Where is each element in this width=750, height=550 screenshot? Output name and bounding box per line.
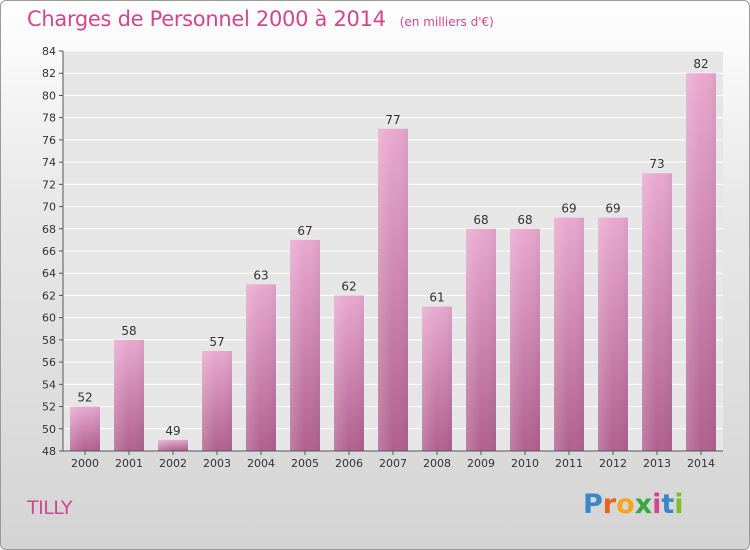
y-tick-label: 84 [42,45,56,58]
x-tick-label: 2003 [203,457,231,470]
proxiti-logo: Proxiti [583,489,684,520]
y-tick-label: 82 [42,67,56,80]
bar-shine [70,406,100,451]
logo-letter: x [634,489,653,520]
bar-shine [554,217,584,451]
bar-shine [510,228,540,451]
bar-shine [114,339,144,451]
y-tick-label: 56 [42,356,56,369]
y-tick-label: 68 [42,223,56,236]
bar-shine [686,73,716,451]
x-tick-label: 2006 [335,457,363,470]
data-label: 67 [297,224,312,238]
y-tick-label: 78 [42,112,56,125]
y-tick-label: 64 [42,267,56,280]
data-label: 77 [385,113,400,127]
y-tick-label: 66 [42,245,56,258]
data-label: 69 [561,202,576,216]
commune-name: TILLY [27,497,72,519]
data-label: 63 [253,268,268,282]
logo-letter: P [583,489,603,520]
bar-shine [202,351,232,451]
bar-shine [642,173,672,451]
y-tick-label: 70 [42,201,56,214]
x-tick-label: 2004 [247,457,275,470]
x-tick-label: 2010 [511,457,539,470]
data-label: 73 [649,157,664,171]
y-tick-label: 50 [42,423,56,436]
y-tick-label: 76 [42,134,56,147]
y-tick-label: 52 [42,401,56,414]
logo-letter: i [674,489,684,520]
y-axis: 48 50 52 54 56 58 60 62 64 66 68 70 72 74 76 78 80 82 84 [42,45,64,458]
data-label: 82 [693,57,708,71]
bar-shine [246,284,276,451]
x-tick-label: 2002 [159,457,187,470]
logo-letter: r [602,489,617,520]
logo-letter: o [616,489,635,520]
bar-shine [290,239,320,451]
bar-shine [158,439,188,451]
x-tick-label: 2005 [291,457,319,470]
x-tick-label: 2000 [71,457,99,470]
bars: 52 58 49 57 63 67 62 77 61 68 68 69 69 73 82 [70,57,716,451]
chart-title: Charges de Personnel 2000 à 2014 [27,7,386,31]
y-tick-label: 54 [42,378,56,391]
bar-shine [466,228,496,451]
x-tick-label: 2009 [467,457,495,470]
x-tick-label: 2001 [115,457,143,470]
y-tick-label: 58 [42,334,56,347]
y-tick-label: 62 [42,289,56,302]
x-tick-label: 2011 [555,457,583,470]
bar-shine [378,128,408,451]
data-label: 49 [165,424,180,438]
chart-unit: (en milliers d'€) [399,15,494,29]
x-tick-label: 2012 [599,457,627,470]
logo-letter: i [652,489,662,520]
y-tick-label: 72 [42,178,56,191]
data-label: 58 [121,324,136,338]
y-tick-label: 60 [42,312,56,325]
bar-shine [334,295,364,451]
y-tick-label: 80 [42,89,56,102]
bar-shine [422,306,452,451]
data-label: 62 [341,279,356,293]
bar-shine [598,217,628,451]
chart-header: Charges de Personnel 2000 à 2014 (en mill… [27,7,494,31]
data-label: 68 [473,213,488,227]
data-label: 61 [429,291,444,305]
x-axis: 2000 2001 2002 2003 2004 2005 2006 2007 2008 2009… [63,450,723,470]
data-label: 52 [77,391,92,405]
x-tick-label: 2014 [687,457,715,470]
x-tick-label: 2013 [643,457,671,470]
data-label: 57 [209,335,224,349]
x-tick-label: 2008 [423,457,451,470]
logo-letter: t [661,489,675,520]
x-tick-label: 2007 [379,457,407,470]
y-tick-label: 48 [42,445,56,458]
y-tick-label: 74 [42,156,56,169]
data-label: 69 [605,202,620,216]
data-label: 68 [517,213,532,227]
